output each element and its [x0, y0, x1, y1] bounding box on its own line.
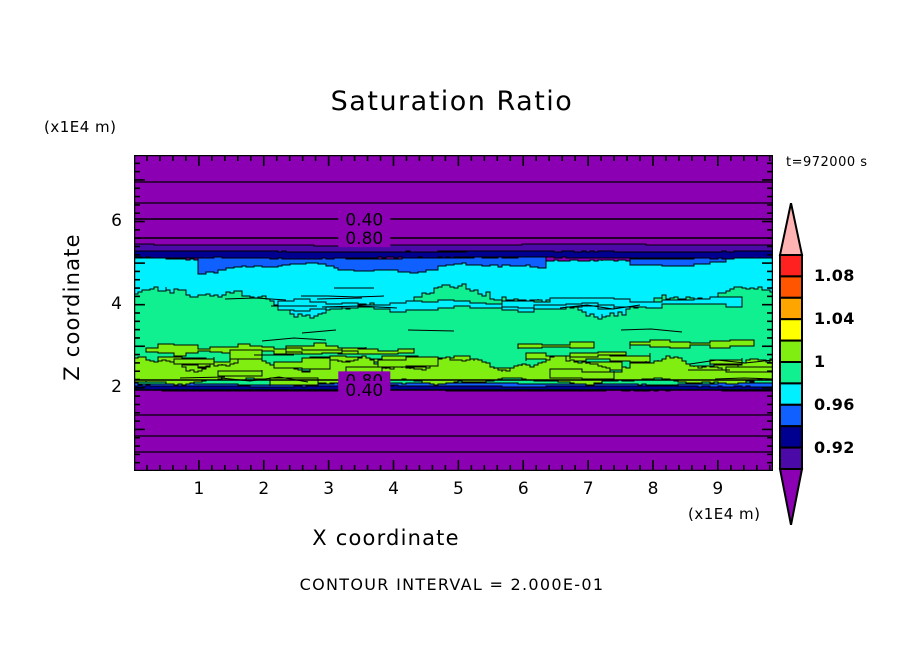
y-tick-label: 4	[111, 293, 122, 314]
svg-text:0.80: 0.80	[345, 229, 383, 249]
x-tick-label: 3	[323, 479, 335, 499]
x-tick-label: 4	[388, 479, 399, 499]
contour-interval-caption: CONTOUR INTERVAL = 2.000E-01	[299, 575, 605, 594]
colorbar-tick-label: 0.96	[814, 394, 855, 414]
colorbar-tick-label: 1	[814, 352, 826, 371]
y-axis-units-label: (x1E4 m)	[44, 118, 117, 136]
x-tick-label: 2	[258, 479, 270, 499]
colorbar-tick-label: 1.04	[814, 309, 855, 329]
x-tick-label: 9	[712, 479, 724, 499]
y-axis-title: Z coordinate	[60, 233, 84, 381]
y-tick-label: 2	[111, 376, 122, 397]
y-tick-label: 6	[111, 210, 122, 231]
x-tick-label: 1	[193, 479, 205, 499]
page-title: Saturation Ratio	[330, 86, 574, 117]
x-tick-label: 6	[517, 479, 529, 499]
svg-text:0.40: 0.40	[345, 210, 383, 230]
x-tick-label: 8	[647, 479, 659, 499]
svg-text:0.40: 0.40	[345, 381, 383, 401]
colorbar	[778, 203, 804, 525]
x-axis-units-label: (x1E4 m)	[688, 505, 761, 523]
x-tick-label: 7	[582, 479, 594, 499]
x-axis-title: X coordinate	[312, 526, 460, 550]
x-tick-label: 5	[452, 479, 464, 499]
timestamp-label: t=972000 s	[786, 155, 868, 170]
contour-plot: 0.400.800.800.40	[134, 155, 773, 471]
colorbar-tick-label: 0.92	[814, 437, 855, 457]
colorbar-tick-label: 1.08	[814, 266, 855, 286]
